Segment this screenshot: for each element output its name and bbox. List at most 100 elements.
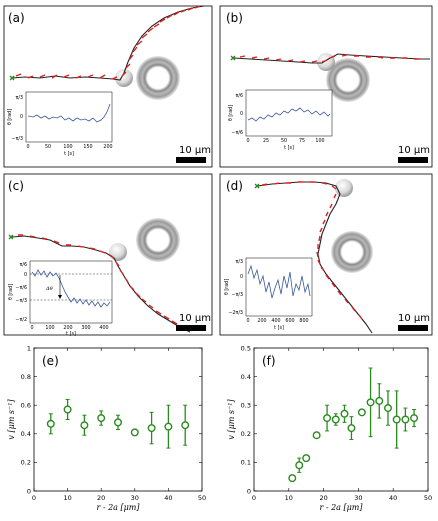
- data-point: [97, 414, 106, 423]
- orientation-arrows: [15, 5, 201, 80]
- inset-xtick: 200: [257, 318, 266, 324]
- trajectory: [11, 5, 205, 81]
- inset-ytick: π/3: [15, 95, 23, 101]
- inset-ytick: π/6: [235, 93, 243, 99]
- plot-frame: [253, 347, 429, 492]
- data-point: [302, 454, 311, 463]
- data-point: [366, 398, 375, 407]
- data-point: [295, 461, 304, 470]
- inset-ytick: −2π/3: [228, 310, 243, 316]
- obstacle-ring: [136, 56, 180, 100]
- inset-xtick: 0: [26, 144, 29, 150]
- y-tick-label: 0.4: [21, 430, 31, 438]
- scale-label: 10 μm: [179, 145, 211, 156]
- inset-xtick: 0: [246, 318, 249, 324]
- inset-trace: [247, 107, 331, 122]
- inset-ytick: −π/2: [15, 317, 27, 323]
- swimmer-bead: [115, 69, 133, 87]
- y-tick-label: 1: [27, 344, 31, 352]
- y-tick-label: 0.6: [21, 402, 31, 410]
- inset-xtick: 400: [99, 325, 108, 331]
- inset: π/3 0 −π/3 −2π/3 0 200 400 600 800 t [s]…: [224, 257, 313, 331]
- inset-xtick: 100: [63, 144, 72, 150]
- inset-trace: [247, 264, 311, 299]
- y-tick-label: 0: [27, 487, 31, 495]
- scale-bar: [398, 325, 428, 331]
- data-point: [130, 428, 139, 437]
- obstacle-ring: [136, 218, 180, 262]
- panel-b-frame: [219, 5, 433, 168]
- y-axis-label: v [μm s⁻¹]: [227, 399, 236, 440]
- x-tick-label: 20: [97, 494, 105, 502]
- data-point: [410, 414, 419, 423]
- plot-frame: [33, 347, 203, 492]
- x-tick-label: 30: [131, 494, 139, 502]
- scale-bar: [176, 325, 206, 331]
- data-point: [80, 421, 89, 430]
- inset-xtick: 25: [263, 138, 269, 144]
- x-axis-label: r - 2a [μm]: [319, 503, 363, 512]
- inset-ytick: −π/3: [11, 136, 23, 142]
- y-axis-label: v [μm s⁻¹]: [7, 399, 16, 440]
- data-point: [63, 405, 72, 414]
- panel-d: (d) 10 μm π/3 0 −π/3 −2π/3 0 200 400 600…: [224, 179, 430, 334]
- data-point: [340, 409, 349, 418]
- panel-a: (a) 10 μm π/3 0 −π/3 0 50 100 150 200 t …: [7, 5, 211, 163]
- data-point: [375, 396, 384, 405]
- data-point: [46, 419, 55, 428]
- inset: π/3 0 −π/3 0 50 100 150 200 t [s] θ [rad…: [7, 91, 113, 157]
- swimmer-bead: [335, 179, 353, 197]
- obstacle-ring: [326, 58, 370, 102]
- panel-c: (c) 10 μm Δθ π/6 0 −π/6 −π/3 −π/2 0 100 …: [8, 179, 211, 337]
- swimmer-bead: [109, 243, 127, 261]
- scale-label: 10 μm: [398, 313, 430, 324]
- inset-xtick: 150: [83, 144, 92, 150]
- swimmer-bead: [317, 53, 335, 71]
- data-point: [323, 414, 332, 423]
- inset-xlabel: t [s]: [274, 325, 284, 331]
- y-tick-label: 0.5: [241, 344, 251, 352]
- data-point: [147, 424, 156, 433]
- x-tick-label: 0: [252, 494, 256, 502]
- inset: π/6 0 −π/6 0 25 50 75 100 t [s] θ [rad]: [228, 89, 333, 151]
- y-tick-label: 0.1: [241, 459, 251, 467]
- y-tick-label: 0.2: [241, 430, 251, 438]
- inset-ytick: 0: [240, 111, 243, 117]
- inset-xtick: 50: [281, 138, 287, 144]
- data-point: [347, 424, 356, 433]
- x-tick-label: 50: [424, 494, 432, 502]
- chart-e: 0 10 20 30 40 50 0 0.2 0.4 0.6 0.8 1 r - 2a [μm] v [μ…: [7, 344, 206, 512]
- y-tick-label: 0.8: [21, 373, 31, 381]
- chart-f: 0 10 20 30 40 50 0 0.1 0.2 0.3 0.4 0.5 r - 2a [μm] v …: [227, 344, 432, 512]
- panel-label: (b): [226, 11, 243, 25]
- inset-ytick: −π/3: [231, 292, 243, 298]
- orientation-arrows: [239, 54, 419, 63]
- y-tick-label: 0.4: [241, 373, 251, 381]
- inset-ytick: π/6: [19, 262, 27, 268]
- inset-trace: [27, 103, 111, 123]
- inset-xlabel: t [s]: [66, 331, 76, 337]
- data-point: [181, 421, 190, 430]
- inset-xtick: 0: [30, 325, 33, 331]
- panel-label: (e): [42, 354, 59, 368]
- start-marker: [8, 234, 14, 240]
- panel-label: (c): [8, 179, 24, 193]
- start-marker: [254, 183, 260, 189]
- data-point: [164, 422, 173, 431]
- inset-ytick: −π/3: [15, 298, 27, 304]
- inset-trace: [31, 269, 111, 308]
- inset-xtick: 0: [246, 138, 249, 144]
- inset-xtick: 300: [81, 325, 90, 331]
- inset-xtick: 200: [63, 325, 72, 331]
- scale-label: 10 μm: [179, 313, 211, 324]
- panel-label: (a): [8, 11, 25, 25]
- inset-xtick: 800: [299, 318, 308, 324]
- panel-b: (b) 10 μm π/6 0 −π/6 0 25 50 75 100 t [s…: [226, 11, 430, 163]
- x-axis-label: r - 2a [μm]: [96, 503, 140, 512]
- inset-xtick: 400: [271, 318, 280, 324]
- inset-ylabel: θ [rad]: [224, 279, 230, 295]
- x-tick-label: 40: [164, 494, 172, 502]
- start-marker: [9, 75, 15, 81]
- data-point: [383, 404, 392, 413]
